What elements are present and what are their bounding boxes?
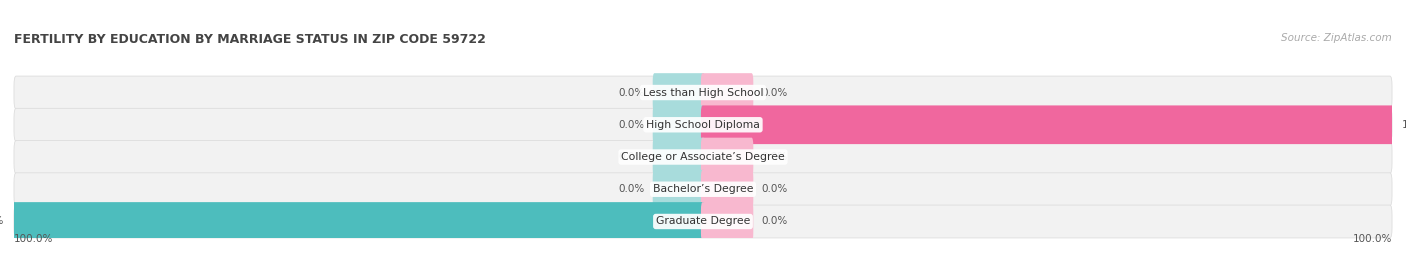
FancyBboxPatch shape <box>14 141 1392 173</box>
FancyBboxPatch shape <box>14 108 1392 141</box>
Text: Graduate Degree: Graduate Degree <box>655 217 751 227</box>
Text: 100.0%: 100.0% <box>0 217 4 227</box>
Text: 0.0%: 0.0% <box>619 120 644 130</box>
FancyBboxPatch shape <box>652 73 704 112</box>
Text: High School Diploma: High School Diploma <box>647 120 759 130</box>
FancyBboxPatch shape <box>652 170 704 209</box>
Text: FERTILITY BY EDUCATION BY MARRIAGE STATUS IN ZIP CODE 59722: FERTILITY BY EDUCATION BY MARRIAGE STATU… <box>14 33 486 46</box>
FancyBboxPatch shape <box>14 173 1392 206</box>
FancyBboxPatch shape <box>652 105 704 144</box>
Text: Bachelor’s Degree: Bachelor’s Degree <box>652 184 754 194</box>
Text: College or Associate’s Degree: College or Associate’s Degree <box>621 152 785 162</box>
Text: Source: ZipAtlas.com: Source: ZipAtlas.com <box>1281 33 1392 43</box>
FancyBboxPatch shape <box>652 138 704 176</box>
Text: 100.0%: 100.0% <box>1353 234 1392 244</box>
Text: 0.0%: 0.0% <box>762 184 787 194</box>
FancyBboxPatch shape <box>702 73 754 112</box>
Text: 0.0%: 0.0% <box>619 184 644 194</box>
Text: 0.0%: 0.0% <box>762 87 787 97</box>
Text: 0.0%: 0.0% <box>762 217 787 227</box>
FancyBboxPatch shape <box>702 170 754 209</box>
FancyBboxPatch shape <box>14 205 1392 238</box>
FancyBboxPatch shape <box>14 76 1392 109</box>
Text: 100.0%: 100.0% <box>1402 120 1406 130</box>
Text: 0.0%: 0.0% <box>619 87 644 97</box>
FancyBboxPatch shape <box>702 105 1393 144</box>
FancyBboxPatch shape <box>13 202 704 241</box>
Text: 0.0%: 0.0% <box>619 152 644 162</box>
Text: Less than High School: Less than High School <box>643 87 763 97</box>
Text: 100.0%: 100.0% <box>14 234 53 244</box>
Text: 0.0%: 0.0% <box>762 152 787 162</box>
FancyBboxPatch shape <box>702 202 754 241</box>
FancyBboxPatch shape <box>702 138 754 176</box>
